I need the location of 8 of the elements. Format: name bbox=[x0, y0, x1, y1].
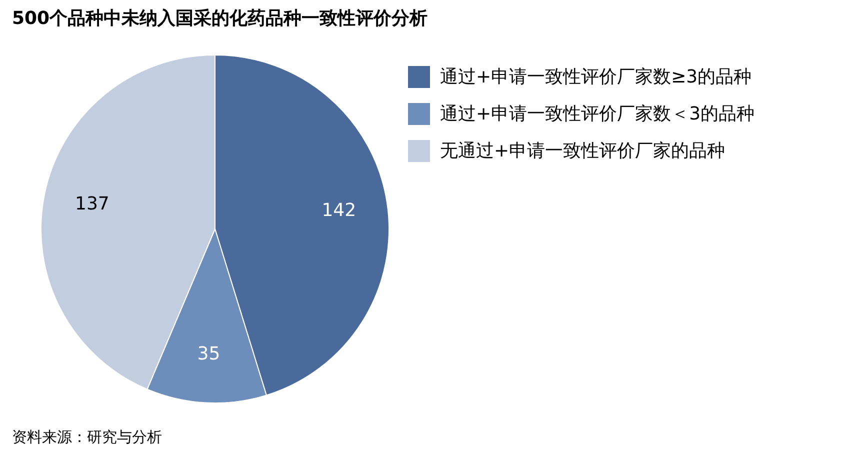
legend-label: 通过+申请一致性评价厂家数≥3的品种 bbox=[440, 66, 752, 88]
chart-title: 500个品种中未纳入国采的化药品种一致性评价分析 bbox=[12, 8, 428, 29]
text: 资料来源：研究与分析 bbox=[12, 428, 162, 446]
data-label: 35 bbox=[197, 344, 220, 365]
legend-label: 无通过+申请一致性评价厂家的品种 bbox=[440, 140, 726, 162]
data-label: 142 bbox=[322, 200, 356, 221]
legend-label: 通过+申请一致性评价厂家数＜3的品种 bbox=[440, 104, 755, 124]
data-label: 137 bbox=[75, 194, 110, 215]
